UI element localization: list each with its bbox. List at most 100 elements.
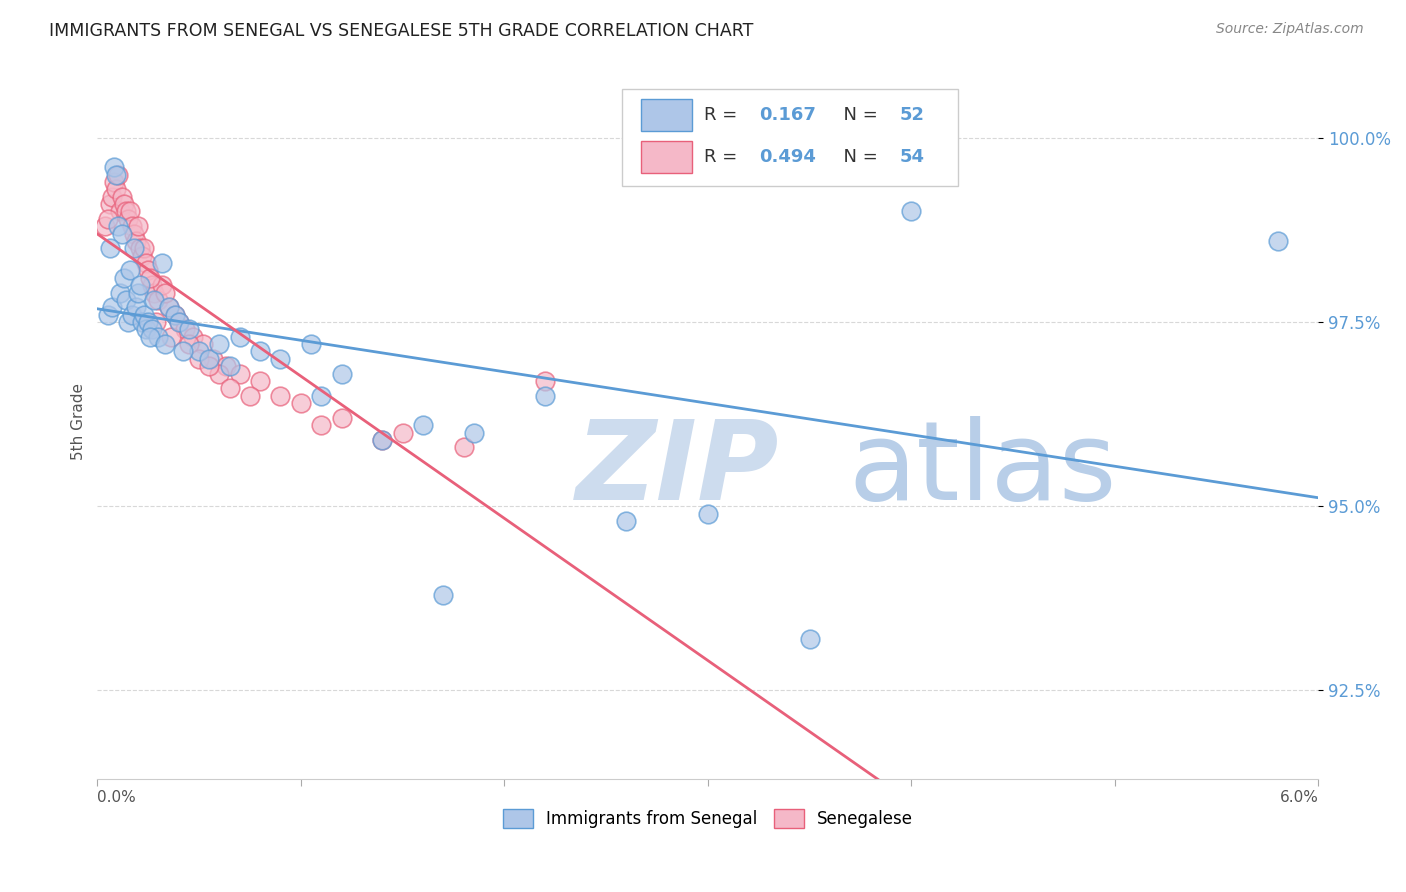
Point xyxy=(129,278,152,293)
Point xyxy=(139,330,162,344)
Point xyxy=(198,351,221,366)
Text: N =: N = xyxy=(832,106,884,124)
Point xyxy=(371,433,394,447)
Point xyxy=(121,308,143,322)
Point xyxy=(172,344,194,359)
Text: IMMIGRANTS FROM SENEGAL VS SENEGALESE 5TH GRADE CORRELATION CHART: IMMIGRANTS FROM SENEGAL VS SENEGALESE 5T… xyxy=(49,22,754,40)
Point xyxy=(391,425,413,440)
Point xyxy=(118,263,141,277)
Point xyxy=(299,337,322,351)
Point xyxy=(135,256,157,270)
Point xyxy=(167,315,190,329)
Point xyxy=(141,322,163,336)
Point xyxy=(136,263,159,277)
Point xyxy=(269,351,291,366)
Point xyxy=(148,330,170,344)
Point xyxy=(103,160,125,174)
Point xyxy=(412,418,434,433)
Point xyxy=(125,300,148,314)
Point xyxy=(218,381,240,395)
FancyBboxPatch shape xyxy=(641,141,692,173)
Text: Source: ZipAtlas.com: Source: ZipAtlas.com xyxy=(1216,22,1364,37)
Point xyxy=(218,359,240,374)
Point xyxy=(134,241,156,255)
Point xyxy=(112,270,135,285)
Point xyxy=(139,270,162,285)
Point xyxy=(148,293,170,307)
FancyBboxPatch shape xyxy=(641,98,692,131)
Point xyxy=(134,308,156,322)
Point xyxy=(239,389,262,403)
Point xyxy=(152,256,174,270)
Text: N =: N = xyxy=(832,148,884,166)
Point xyxy=(108,285,131,300)
Point xyxy=(117,211,139,226)
Point xyxy=(96,308,118,322)
Point xyxy=(269,389,291,403)
Point xyxy=(122,227,145,241)
Point xyxy=(112,197,135,211)
Point xyxy=(900,204,922,219)
Point xyxy=(290,396,312,410)
Point xyxy=(249,344,271,359)
Point xyxy=(143,293,166,307)
Text: 0.0%: 0.0% xyxy=(97,790,136,805)
Point xyxy=(249,374,271,388)
Text: 0.167: 0.167 xyxy=(759,106,815,124)
Point xyxy=(131,315,153,329)
Point xyxy=(177,322,200,336)
Point xyxy=(534,389,557,403)
Point xyxy=(463,425,485,440)
Text: R =: R = xyxy=(704,106,744,124)
Point xyxy=(191,337,214,351)
Point xyxy=(94,219,117,234)
Point xyxy=(214,359,236,374)
Point xyxy=(131,249,153,263)
Point xyxy=(163,308,186,322)
Point xyxy=(181,330,204,344)
Text: 52: 52 xyxy=(900,106,925,124)
Point xyxy=(98,197,121,211)
Point xyxy=(208,337,231,351)
Point xyxy=(127,219,149,234)
Point xyxy=(1267,234,1289,248)
Point xyxy=(202,351,225,366)
Point xyxy=(153,285,176,300)
Point xyxy=(152,278,174,293)
Point xyxy=(330,367,353,381)
Point xyxy=(167,315,190,329)
Point xyxy=(159,330,181,344)
Legend: Immigrants from Senegal, Senegalese: Immigrants from Senegal, Senegalese xyxy=(496,802,920,835)
Text: atlas: atlas xyxy=(848,416,1116,523)
Point xyxy=(96,211,118,226)
FancyBboxPatch shape xyxy=(623,89,957,186)
Point xyxy=(100,300,122,314)
Point xyxy=(799,632,821,646)
Point xyxy=(173,322,195,336)
Point xyxy=(104,182,127,196)
Point xyxy=(115,293,138,307)
Point xyxy=(143,285,166,300)
Y-axis label: 5th Grade: 5th Grade xyxy=(72,383,86,460)
Point xyxy=(163,308,186,322)
Text: ZIP: ZIP xyxy=(575,416,779,523)
Text: R =: R = xyxy=(704,148,744,166)
Point xyxy=(104,168,127,182)
Point xyxy=(188,344,211,359)
Point xyxy=(127,285,149,300)
Point xyxy=(136,315,159,329)
Point xyxy=(135,322,157,336)
Point xyxy=(177,337,200,351)
Point xyxy=(309,389,332,403)
Point xyxy=(111,190,134,204)
Point xyxy=(118,204,141,219)
Point xyxy=(98,241,121,255)
Point xyxy=(157,300,180,314)
Point xyxy=(453,440,475,454)
Point xyxy=(229,330,252,344)
Point xyxy=(153,337,176,351)
Point xyxy=(309,418,332,433)
Text: 6.0%: 6.0% xyxy=(1279,790,1319,805)
Point xyxy=(432,588,454,602)
Point xyxy=(371,433,394,447)
